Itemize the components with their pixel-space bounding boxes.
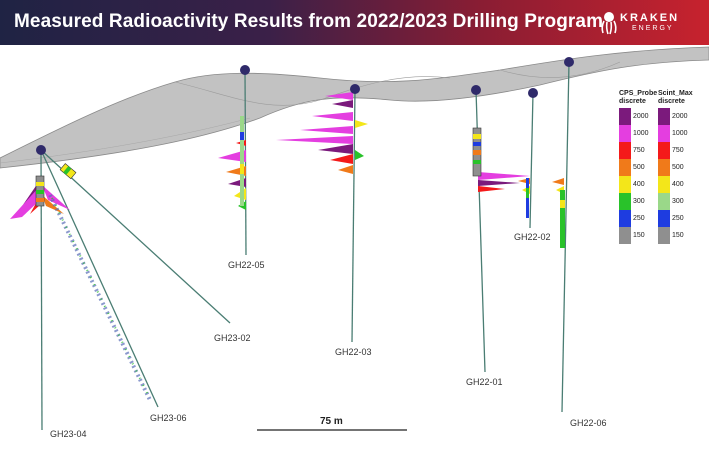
legend-swatch	[619, 210, 631, 227]
collar-gh22-02	[528, 88, 538, 98]
legend-value: 300	[633, 198, 645, 205]
legend-swatch	[619, 142, 631, 159]
legend-swatch	[619, 108, 631, 125]
legend-swatch	[658, 227, 670, 244]
legend-value: 400	[672, 181, 684, 188]
collars	[36, 57, 574, 155]
trace-gh22-02	[529, 92, 534, 229]
legend-value: 400	[633, 181, 645, 188]
collar-gh23	[36, 145, 46, 155]
collar-gh22-05	[240, 65, 250, 75]
legend-value: 250	[633, 215, 645, 222]
legend-value: 250	[672, 215, 684, 222]
core-log-gh22-06	[560, 190, 565, 248]
label-gh22-06: GH22-06	[570, 418, 607, 428]
drill-section-view: GH23-04 GH23-06 GH23-02 GH22-05 GH22-03 …	[0, 46, 709, 439]
legend-swatch	[658, 125, 670, 142]
legend-value: 150	[633, 232, 645, 239]
legend-value: 500	[672, 164, 684, 171]
legend-values-cps: 2000 1000 750 500 400 300 250 150	[633, 108, 649, 244]
collar-gh22-01	[471, 85, 481, 95]
core-log-gh22-01	[472, 127, 482, 177]
core-log-gh23-06	[48, 194, 152, 401]
legend-value: 750	[672, 147, 684, 154]
label-gh22-02: GH22-02	[514, 232, 551, 242]
core-log-gh22-05	[240, 116, 244, 206]
label-gh23-06: GH23-06	[150, 413, 187, 423]
legend-swatch	[619, 176, 631, 193]
legend-swatch	[658, 159, 670, 176]
legend-title-scint: Scint_Max discrete	[658, 90, 693, 105]
legend-swatch	[619, 193, 631, 210]
logo-subtitle: ENERGY	[632, 25, 674, 32]
core-log-gh23-02-collar	[59, 163, 77, 180]
title-banner: Measured Radioactivity Results from 2022…	[0, 0, 709, 45]
legend-swatch	[619, 227, 631, 244]
legend-value: 1000	[672, 130, 688, 137]
label-gh22-05: GH22-05	[228, 260, 265, 270]
logo-name: KRAKEN	[620, 12, 680, 24]
trace-gh23-02	[40, 149, 231, 324]
trace-gh22-05	[244, 69, 247, 256]
core-log-gh23-04	[35, 175, 45, 207]
legend-swatches-scint	[658, 108, 670, 244]
page-title: Measured Radioactivity Results from 2022…	[14, 11, 604, 32]
legend-swatch	[658, 108, 670, 125]
octopus-icon	[601, 12, 617, 35]
label-gh23-04: GH23-04	[50, 429, 87, 439]
scint-core-logs	[35, 116, 565, 248]
legend-swatch	[619, 159, 631, 176]
legend-swatch	[658, 210, 670, 227]
legend-swatch	[658, 142, 670, 159]
legend-swatches-cps	[619, 108, 631, 244]
legend-value: 1000	[633, 130, 649, 137]
legend-swatch	[658, 176, 670, 193]
label-gh22-03: GH22-03	[335, 347, 372, 357]
legend-value: 300	[672, 198, 684, 205]
trace-gh23-06	[40, 149, 159, 408]
topography-surface	[0, 46, 709, 169]
core-log-gh22-02	[526, 178, 529, 218]
legend-value: 750	[633, 147, 645, 154]
trace-gh22-03	[351, 88, 356, 343]
legend-swatch	[658, 193, 670, 210]
label-gh23-02: GH23-02	[214, 333, 251, 343]
trace-gh22-06	[561, 61, 570, 413]
legend-value: 2000	[633, 113, 649, 120]
legend-swatch	[619, 125, 631, 142]
hole-labels: GH23-04 GH23-06 GH23-02 GH22-05 GH22-03 …	[50, 232, 607, 439]
scale-bar: 75 m	[257, 416, 407, 431]
legend-values-scint: 2000 1000 750 500 400 300 250 150	[672, 108, 688, 244]
collar-gh22-06	[564, 57, 574, 67]
legend-value: 500	[633, 164, 645, 171]
legend-value: 150	[672, 232, 684, 239]
collar-gh22-03	[350, 84, 360, 94]
label-gh22-01: GH22-01	[466, 377, 503, 387]
kraken-logo: KRAKEN ENERGY	[600, 10, 704, 38]
legend-value: 2000	[672, 113, 688, 120]
scale-label: 75 m	[320, 416, 343, 427]
legend-title-cps: CPS_Probe discrete	[619, 90, 658, 105]
